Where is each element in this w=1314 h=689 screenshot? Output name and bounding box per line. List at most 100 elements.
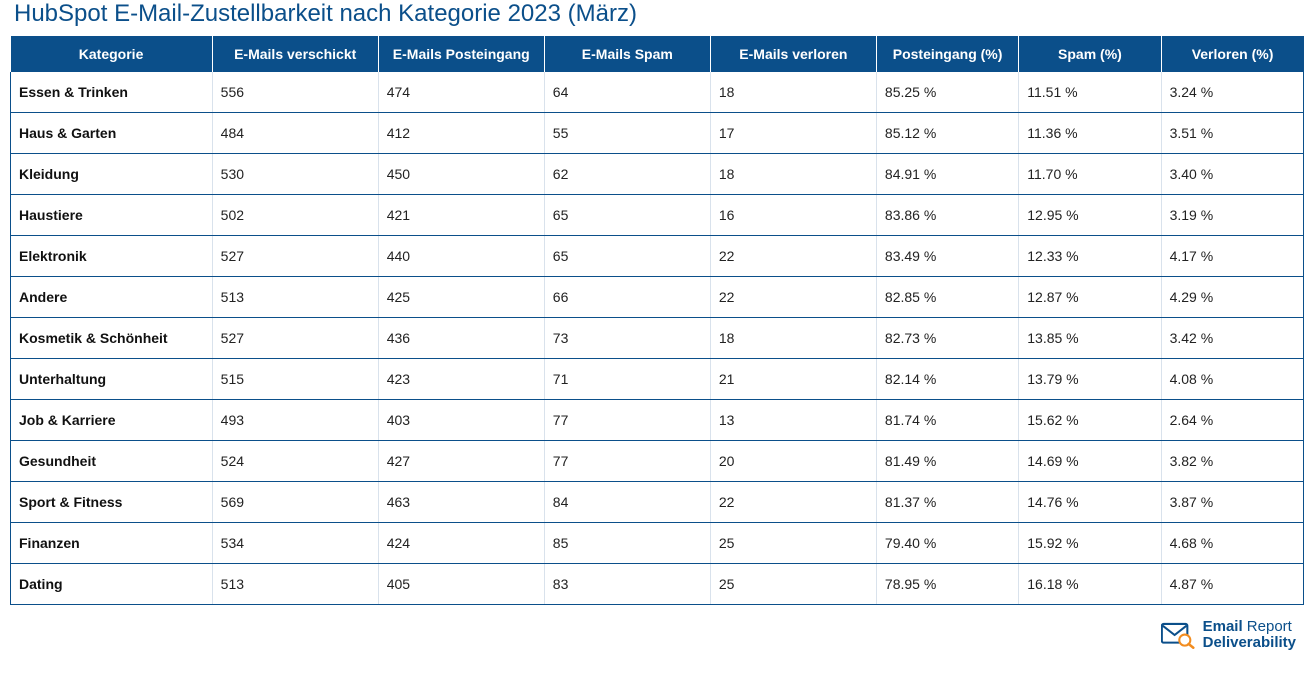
value-cell: 13.85 % [1019,318,1161,359]
value-cell: 84 [544,482,710,523]
value-cell: 65 [544,195,710,236]
value-cell: 14.69 % [1019,441,1161,482]
value-cell: 16.18 % [1019,564,1161,605]
category-cell: Sport & Fitness [11,482,213,523]
value-cell: 18 [710,154,876,195]
value-cell: 534 [212,523,378,564]
value-cell: 524 [212,441,378,482]
value-cell: 25 [710,523,876,564]
value-cell: 85.25 % [876,72,1018,113]
value-cell: 81.49 % [876,441,1018,482]
value-cell: 436 [378,318,544,359]
value-cell: 3.19 % [1161,195,1303,236]
value-cell: 84.91 % [876,154,1018,195]
value-cell: 423 [378,359,544,400]
value-cell: 4.08 % [1161,359,1303,400]
category-cell: Elektronik [11,236,213,277]
value-cell: 20 [710,441,876,482]
table-row: Dating513405832578.95 %16.18 %4.87 % [11,564,1304,605]
value-cell: 83.49 % [876,236,1018,277]
col-header: Kategorie [11,36,213,72]
value-cell: 82.73 % [876,318,1018,359]
category-cell: Haustiere [11,195,213,236]
value-cell: 64 [544,72,710,113]
col-header: E-Mails verschickt [212,36,378,72]
category-cell: Finanzen [11,523,213,564]
value-cell: 21 [710,359,876,400]
value-cell: 25 [710,564,876,605]
value-cell: 4.87 % [1161,564,1303,605]
value-cell: 425 [378,277,544,318]
value-cell: 405 [378,564,544,605]
category-cell: Job & Karriere [11,400,213,441]
table-row: Finanzen534424852579.40 %15.92 %4.68 % [11,523,1304,564]
value-cell: 55 [544,113,710,154]
table-row: Andere513425662282.85 %12.87 %4.29 % [11,277,1304,318]
value-cell: 18 [710,72,876,113]
value-cell: 81.37 % [876,482,1018,523]
value-cell: 82.85 % [876,277,1018,318]
category-cell: Gesundheit [11,441,213,482]
value-cell: 484 [212,113,378,154]
value-cell: 4.29 % [1161,277,1303,318]
value-cell: 515 [212,359,378,400]
value-cell: 14.76 % [1019,482,1161,523]
value-cell: 3.87 % [1161,482,1303,523]
footer-logo: Email Report Deliverability [10,619,1304,651]
table-header: Kategorie E-Mails verschickt E-Mails Pos… [11,36,1304,72]
value-cell: 15.62 % [1019,400,1161,441]
value-cell: 2.64 % [1161,400,1303,441]
category-cell: Essen & Trinken [11,72,213,113]
value-cell: 13 [710,400,876,441]
logo-line1-light: Report [1243,618,1292,635]
table-row: Unterhaltung515423712182.14 %13.79 %4.08… [11,359,1304,400]
value-cell: 527 [212,236,378,277]
value-cell: 3.40 % [1161,154,1303,195]
table-row: Haus & Garten484412551785.12 %11.36 %3.5… [11,113,1304,154]
category-cell: Kosmetik & Schönheit [11,318,213,359]
value-cell: 12.33 % [1019,236,1161,277]
table-row: Gesundheit524427772081.49 %14.69 %3.82 % [11,441,1304,482]
value-cell: 15.92 % [1019,523,1161,564]
page-title: HubSpot E-Mail-Zustellbarkeit nach Kateg… [14,0,1304,28]
table-row: Kleidung530450621884.91 %11.70 %3.40 % [11,154,1304,195]
col-header: E-Mails Spam [544,36,710,72]
table-row: Elektronik527440652283.49 %12.33 %4.17 % [11,236,1304,277]
value-cell: 424 [378,523,544,564]
category-cell: Kleidung [11,154,213,195]
value-cell: 3.24 % [1161,72,1303,113]
value-cell: 4.17 % [1161,236,1303,277]
value-cell: 66 [544,277,710,318]
value-cell: 556 [212,72,378,113]
category-cell: Haus & Garten [11,113,213,154]
value-cell: 412 [378,113,544,154]
value-cell: 450 [378,154,544,195]
table-row: Job & Karriere493403771381.74 %15.62 %2.… [11,400,1304,441]
value-cell: 463 [378,482,544,523]
value-cell: 82.14 % [876,359,1018,400]
value-cell: 73 [544,318,710,359]
deliverability-table: Kategorie E-Mails verschickt E-Mails Pos… [10,36,1304,605]
value-cell: 17 [710,113,876,154]
logo-line1-bold: Email [1203,618,1243,635]
category-cell: Dating [11,564,213,605]
value-cell: 11.36 % [1019,113,1161,154]
value-cell: 83.86 % [876,195,1018,236]
value-cell: 77 [544,400,710,441]
value-cell: 427 [378,441,544,482]
col-header: E-Mails verloren [710,36,876,72]
table-row: Sport & Fitness569463842281.37 %14.76 %3… [11,482,1304,523]
value-cell: 22 [710,277,876,318]
col-header: Spam (%) [1019,36,1161,72]
value-cell: 569 [212,482,378,523]
value-cell: 71 [544,359,710,400]
value-cell: 474 [378,72,544,113]
value-cell: 77 [544,441,710,482]
value-cell: 421 [378,195,544,236]
value-cell: 22 [710,482,876,523]
value-cell: 85.12 % [876,113,1018,154]
value-cell: 79.40 % [876,523,1018,564]
col-header: Posteingang (%) [876,36,1018,72]
table-row: Essen & Trinken556474641885.25 %11.51 %3… [11,72,1304,113]
col-header: Verloren (%) [1161,36,1303,72]
